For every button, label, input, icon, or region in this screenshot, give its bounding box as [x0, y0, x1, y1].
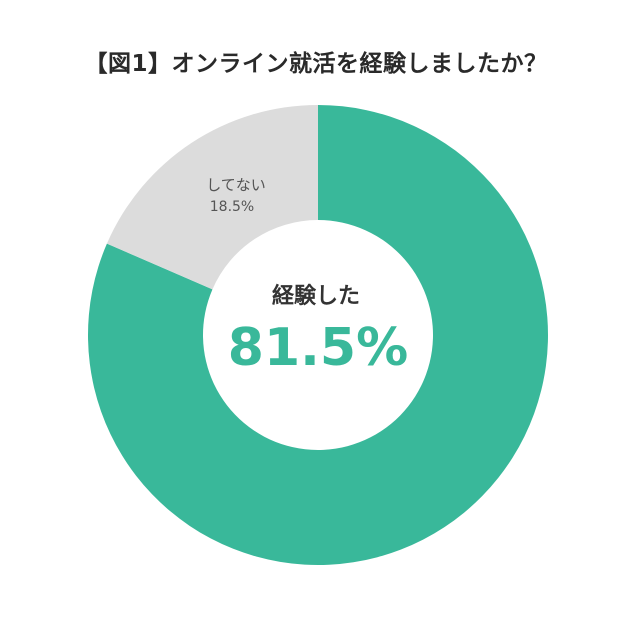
- labels-group: してない 18.5% 経験した 81.5%: [206, 176, 408, 378]
- slice-してない: [106, 105, 318, 290]
- center-label: 経験した: [272, 283, 360, 309]
- slice-value-してない: 18.5%: [210, 199, 254, 215]
- slices-group: [87, 105, 548, 565]
- slice-経験した: [87, 105, 548, 565]
- slice-label-してない: してない: [206, 176, 266, 194]
- center-value: 81.5%: [228, 318, 408, 378]
- chart-title: 【図1】オンライン就活を経験しましたか？: [84, 51, 548, 77]
